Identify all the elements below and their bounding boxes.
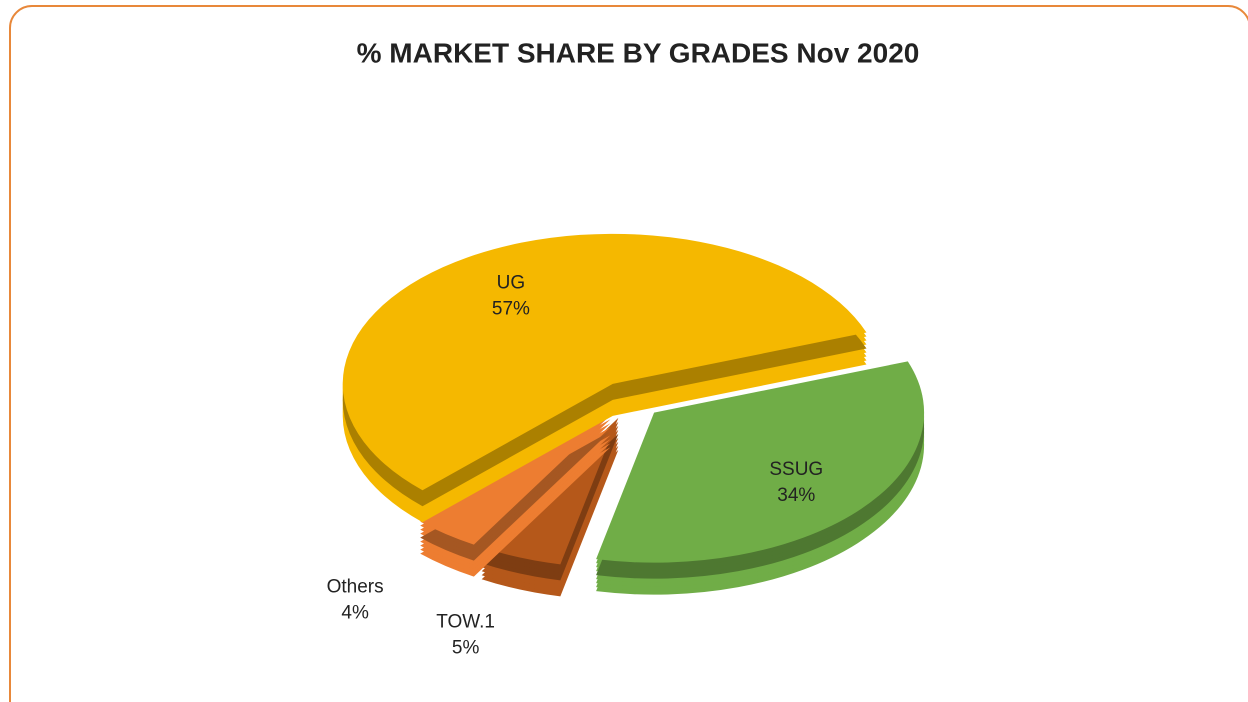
slice	[420, 415, 611, 545]
slice-value-label: 5%	[452, 637, 480, 658]
slice-category-label: Others	[327, 576, 384, 597]
chart-title: % MARKET SHARE BY GRADES Nov 2020	[357, 37, 920, 68]
slice	[596, 361, 925, 563]
slice-value-label: 4%	[341, 602, 369, 623]
slice-category-label: UG	[497, 272, 526, 293]
slice-value-label: 34%	[777, 485, 815, 506]
slice-value-label: 57%	[492, 298, 530, 319]
slice-category-label: TOW.1	[436, 611, 495, 632]
slice-category-label: SSUG	[769, 459, 823, 480]
slice	[342, 233, 867, 491]
